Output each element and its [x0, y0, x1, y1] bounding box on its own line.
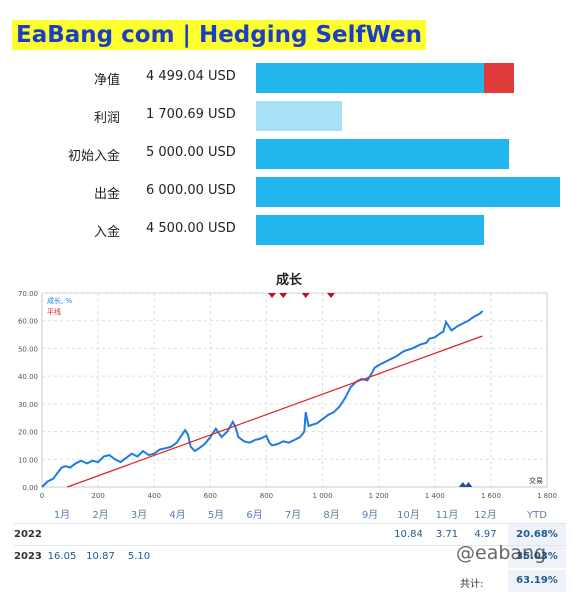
x-tick-label: 200: [91, 492, 104, 500]
chart-title: 成长: [276, 272, 303, 288]
year-cell: 2022: [14, 529, 42, 540]
month-value: [312, 546, 352, 568]
bottom-marker: [464, 482, 473, 487]
y-tick-label: 20.00: [18, 429, 38, 437]
month-value: 16.05: [47, 551, 77, 562]
y-tick-label: 50.00: [18, 345, 38, 353]
ytd-value: 20.68%: [508, 524, 566, 546]
x-axis-label: 交易: [529, 476, 543, 485]
month-value: [158, 546, 198, 568]
month-header: 8月: [323, 510, 340, 521]
bottom-marker: [458, 482, 467, 487]
x-tick-label: 0: [40, 492, 44, 500]
month-value: [119, 524, 159, 546]
series-line-trend: [67, 335, 483, 488]
ytd-header: YTD: [527, 510, 547, 521]
table-row: 2022 10.84 3.71 4.97 20.68%: [14, 523, 566, 546]
top-marker: [279, 293, 288, 298]
month-value: [235, 546, 275, 568]
stat-value: 6 000.00 USD: [146, 183, 236, 198]
x-tick-label: 1 400: [425, 492, 445, 500]
stat-bar: [256, 101, 342, 131]
top-marker: [326, 293, 335, 298]
stat-bar: [256, 177, 560, 207]
month-value: [389, 546, 429, 568]
x-tick-label: 1 800: [537, 492, 557, 500]
stat-value: 1 700.69 USD: [146, 107, 236, 122]
month-header: 5月: [207, 510, 225, 521]
month-header: 7月: [284, 510, 302, 521]
total-label: 共计:: [460, 579, 484, 590]
month-value: [312, 524, 352, 546]
plot-area: [41, 292, 548, 488]
stat-bar: [256, 139, 509, 169]
x-tick-label: 600: [204, 492, 217, 500]
x-tick-label: 400: [148, 492, 161, 500]
stat-bar: [256, 215, 484, 245]
x-tick-label: 1 000: [313, 492, 333, 500]
y-tick-label: 40.00: [18, 373, 38, 381]
stat-value: 4 500.00 USD: [146, 221, 236, 236]
month-header: 6月: [246, 510, 263, 521]
month-value: [350, 524, 390, 546]
stat-label: 利润: [93, 111, 120, 126]
y-tick-label: 10.00: [18, 456, 38, 464]
stat-label: 净值: [93, 73, 120, 88]
month-header: 1月: [53, 510, 71, 521]
x-tick-label: 1 200: [369, 492, 389, 500]
table-header-row: 1月 2月 3月 4月 5月 6月 7月 8月 9月 10月 11月 12月 YTD: [14, 505, 566, 527]
month-header: 4月: [169, 510, 186, 521]
month-header: 10月: [397, 510, 420, 521]
month-value: [350, 546, 390, 568]
month-value: [235, 524, 275, 546]
month-header: 12月: [474, 510, 497, 521]
month-header: 11月: [435, 510, 459, 521]
month-value: 10.84: [394, 529, 423, 540]
month-value: [196, 524, 236, 546]
stat-value: 5 000.00 USD: [146, 145, 236, 160]
stat-label: 初始入金: [67, 149, 120, 164]
y-tick-label: 0.00: [22, 484, 38, 492]
month-value: [196, 546, 236, 568]
month-value: [273, 524, 313, 546]
watermark: @eabang: [456, 542, 547, 564]
month-value: 3.71: [435, 529, 459, 540]
y-tick-label: 30.00: [18, 401, 38, 409]
month-header: 3月: [130, 510, 148, 521]
x-tick-label: 1 600: [481, 492, 501, 500]
ytd-value: 35.03%: [508, 546, 566, 568]
stat-label: 入金: [93, 225, 120, 240]
growth-chart: 成长 0.00 10.00 20.00 30.00 40.00 50.00 60.00 70.0…: [18, 272, 557, 500]
series-line-growth: [41, 310, 484, 488]
y-tick-label: 70.00: [18, 290, 38, 298]
stat-bar: [256, 63, 484, 93]
legend-entry: 成长, %: [47, 296, 72, 305]
month-value: 4.97: [474, 529, 497, 540]
table-row: 2023 16.05 10.87 5.10 35.03%: [14, 545, 566, 568]
month-header: 2月: [92, 510, 109, 521]
legend-entry: 平线: [47, 307, 61, 316]
month-value: [42, 524, 82, 546]
stat-value: 4 499.04 USD: [146, 69, 236, 84]
stat-label: 出金: [93, 187, 120, 202]
x-tick-label: 800: [260, 492, 273, 500]
month-value: [158, 524, 198, 546]
year-cell: 2023: [14, 551, 42, 562]
top-marker: [268, 293, 277, 298]
month-header: 9月: [361, 510, 379, 521]
total-value: 63.19%: [508, 570, 566, 592]
month-value: 5.10: [127, 551, 151, 562]
month-value: [273, 546, 313, 568]
month-value: [81, 524, 121, 546]
page-title: EaBang com | Hedging SelfWen: [12, 20, 427, 50]
y-tick-label: 60.00: [18, 318, 38, 326]
top-marker: [301, 293, 310, 298]
stat-bar-extra: [484, 63, 514, 93]
month-value: 10.87: [86, 551, 115, 562]
